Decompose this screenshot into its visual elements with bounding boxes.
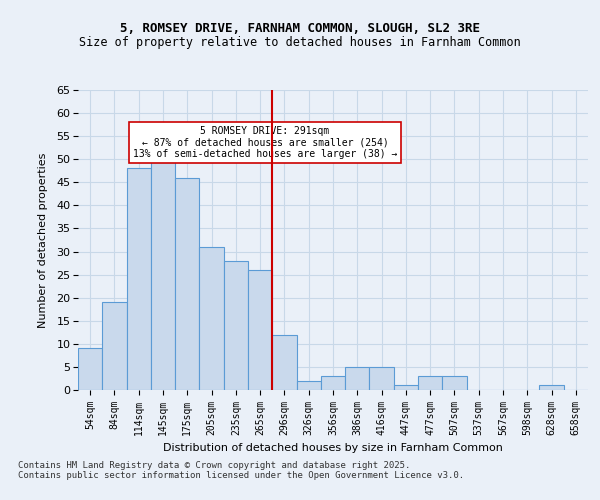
Text: 5 ROMSEY DRIVE: 291sqm
← 87% of detached houses are smaller (254)
13% of semi-de: 5 ROMSEY DRIVE: 291sqm ← 87% of detached… (133, 126, 397, 159)
Bar (175, 178, 199, 390)
Bar (224, 261, 248, 390)
Bar (442, 376, 467, 390)
Text: Contains HM Land Registry data © Crown copyright and database right 2025.
Contai: Contains HM Land Registry data © Crown c… (18, 460, 464, 480)
Bar (78, 348, 102, 390)
Bar (321, 376, 345, 390)
Bar (345, 367, 370, 390)
Bar (394, 386, 418, 390)
Bar (151, 154, 175, 390)
Bar (539, 386, 564, 390)
Bar (370, 367, 394, 390)
Y-axis label: Number of detached properties: Number of detached properties (38, 152, 48, 328)
Bar (272, 334, 296, 390)
Bar (127, 168, 151, 390)
Bar (296, 381, 321, 390)
Text: 5, ROMSEY DRIVE, FARNHAM COMMON, SLOUGH, SL2 3RE: 5, ROMSEY DRIVE, FARNHAM COMMON, SLOUGH,… (120, 22, 480, 36)
Bar (199, 247, 224, 390)
Bar (418, 376, 442, 390)
Text: Size of property relative to detached houses in Farnham Common: Size of property relative to detached ho… (79, 36, 521, 49)
Bar (102, 302, 127, 390)
X-axis label: Distribution of detached houses by size in Farnham Common: Distribution of detached houses by size … (163, 444, 503, 454)
Bar (248, 270, 272, 390)
